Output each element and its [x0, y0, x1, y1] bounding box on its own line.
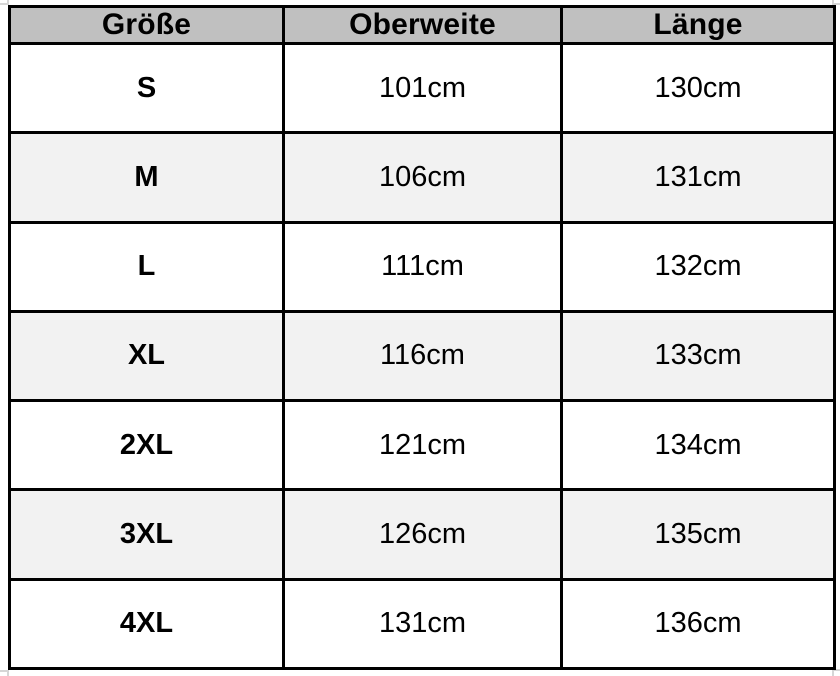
- header-row: Größe Oberweite Länge: [8, 5, 836, 45]
- gridline-stub: [0, 670, 8, 672]
- gridline-stub: [7, 670, 9, 676]
- bust-cell: 106cm: [282, 131, 563, 224]
- table-row: 3XL 126cm 135cm: [8, 488, 836, 581]
- size-cell: XL: [8, 309, 285, 403]
- length-cell: 133cm: [560, 309, 836, 403]
- table-row: L 111cm 132cm: [8, 220, 836, 313]
- size-cell: 2XL: [8, 399, 285, 492]
- size-cell: S: [8, 41, 285, 135]
- table-row: XL 116cm 133cm: [8, 309, 836, 403]
- gridline-stub: [832, 3, 840, 5]
- length-cell: 135cm: [560, 488, 836, 581]
- size-cell: 4XL: [8, 577, 285, 671]
- gridline-stub: [832, 669, 840, 671]
- column-header-size: Größe: [8, 5, 285, 45]
- length-cell: 132cm: [560, 220, 836, 313]
- bust-cell: 116cm: [282, 309, 563, 403]
- gridline-stub: [832, 667, 834, 676]
- bust-cell: 111cm: [282, 220, 563, 313]
- length-cell: 130cm: [560, 41, 836, 135]
- gridline-stub: [0, 3, 8, 5]
- bust-cell: 131cm: [282, 577, 563, 671]
- size-chart-table: Größe Oberweite Länge S 101cm 130cm M 10…: [8, 5, 836, 671]
- size-cell: L: [8, 220, 285, 313]
- bust-cell: 126cm: [282, 488, 563, 581]
- column-header-length: Länge: [560, 5, 836, 45]
- table-row: S 101cm 130cm: [8, 41, 836, 135]
- column-header-bust: Oberweite: [282, 5, 563, 45]
- length-cell: 136cm: [560, 577, 836, 671]
- length-cell: 131cm: [560, 131, 836, 224]
- table-row: 2XL 121cm 134cm: [8, 399, 836, 492]
- table-row: M 106cm 131cm: [8, 131, 836, 224]
- gridline-stub: [7, 0, 9, 5]
- length-cell: 134cm: [560, 399, 836, 492]
- size-cell: 3XL: [8, 488, 285, 581]
- bust-cell: 101cm: [282, 41, 563, 135]
- gridline-stub: [832, 0, 834, 5]
- size-cell: M: [8, 131, 285, 224]
- bust-cell: 121cm: [282, 399, 563, 492]
- table-row: 4XL 131cm 136cm: [8, 577, 836, 671]
